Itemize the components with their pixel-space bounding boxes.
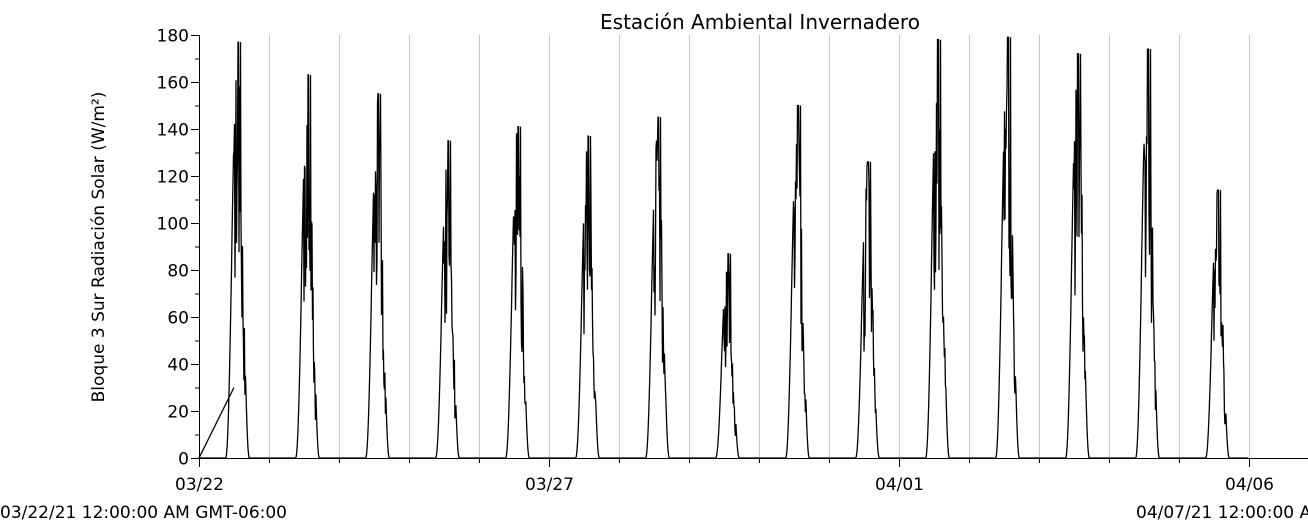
y-axis-label: Bloque 3 Sur Radiación Solar (W/m²) <box>89 92 109 403</box>
series-line <box>197 36 1249 459</box>
x-tick-label: 03/27 <box>525 475 574 495</box>
y-tick-label: 0 <box>178 450 189 470</box>
x-tick-label: 04/01 <box>875 475 924 495</box>
range-start-label: 03/22/21 12:00:00 AM GMT-06:00 <box>0 503 287 523</box>
x-tick-label: 04/06 <box>1225 475 1274 495</box>
y-tick-label: 180 <box>157 27 189 47</box>
y-tick-label: 160 <box>157 74 189 94</box>
series-group <box>197 36 1249 459</box>
y-tick-label: 40 <box>167 356 189 376</box>
y-tick-label: 140 <box>157 121 189 141</box>
x-axis: 03/22 03/27 04/01 04/06 <box>175 458 1308 495</box>
x-tick-label: 03/22 <box>175 475 224 495</box>
y-axis: 0 20 40 60 80 100 120 140 160 180 <box>157 27 200 470</box>
y-tick-label: 20 <box>167 403 189 423</box>
y-tick-label: 60 <box>167 309 189 329</box>
y-tick-label: 80 <box>167 262 189 282</box>
gridlines <box>269 35 1250 458</box>
y-tick-label: 120 <box>157 168 189 188</box>
y-tick-label: 100 <box>157 215 189 235</box>
chart-title: Estación Ambiental Invernadero <box>600 10 920 34</box>
range-end-label: 04/07/21 12:00:00 AM GMT-06:00 <box>1136 503 1308 523</box>
